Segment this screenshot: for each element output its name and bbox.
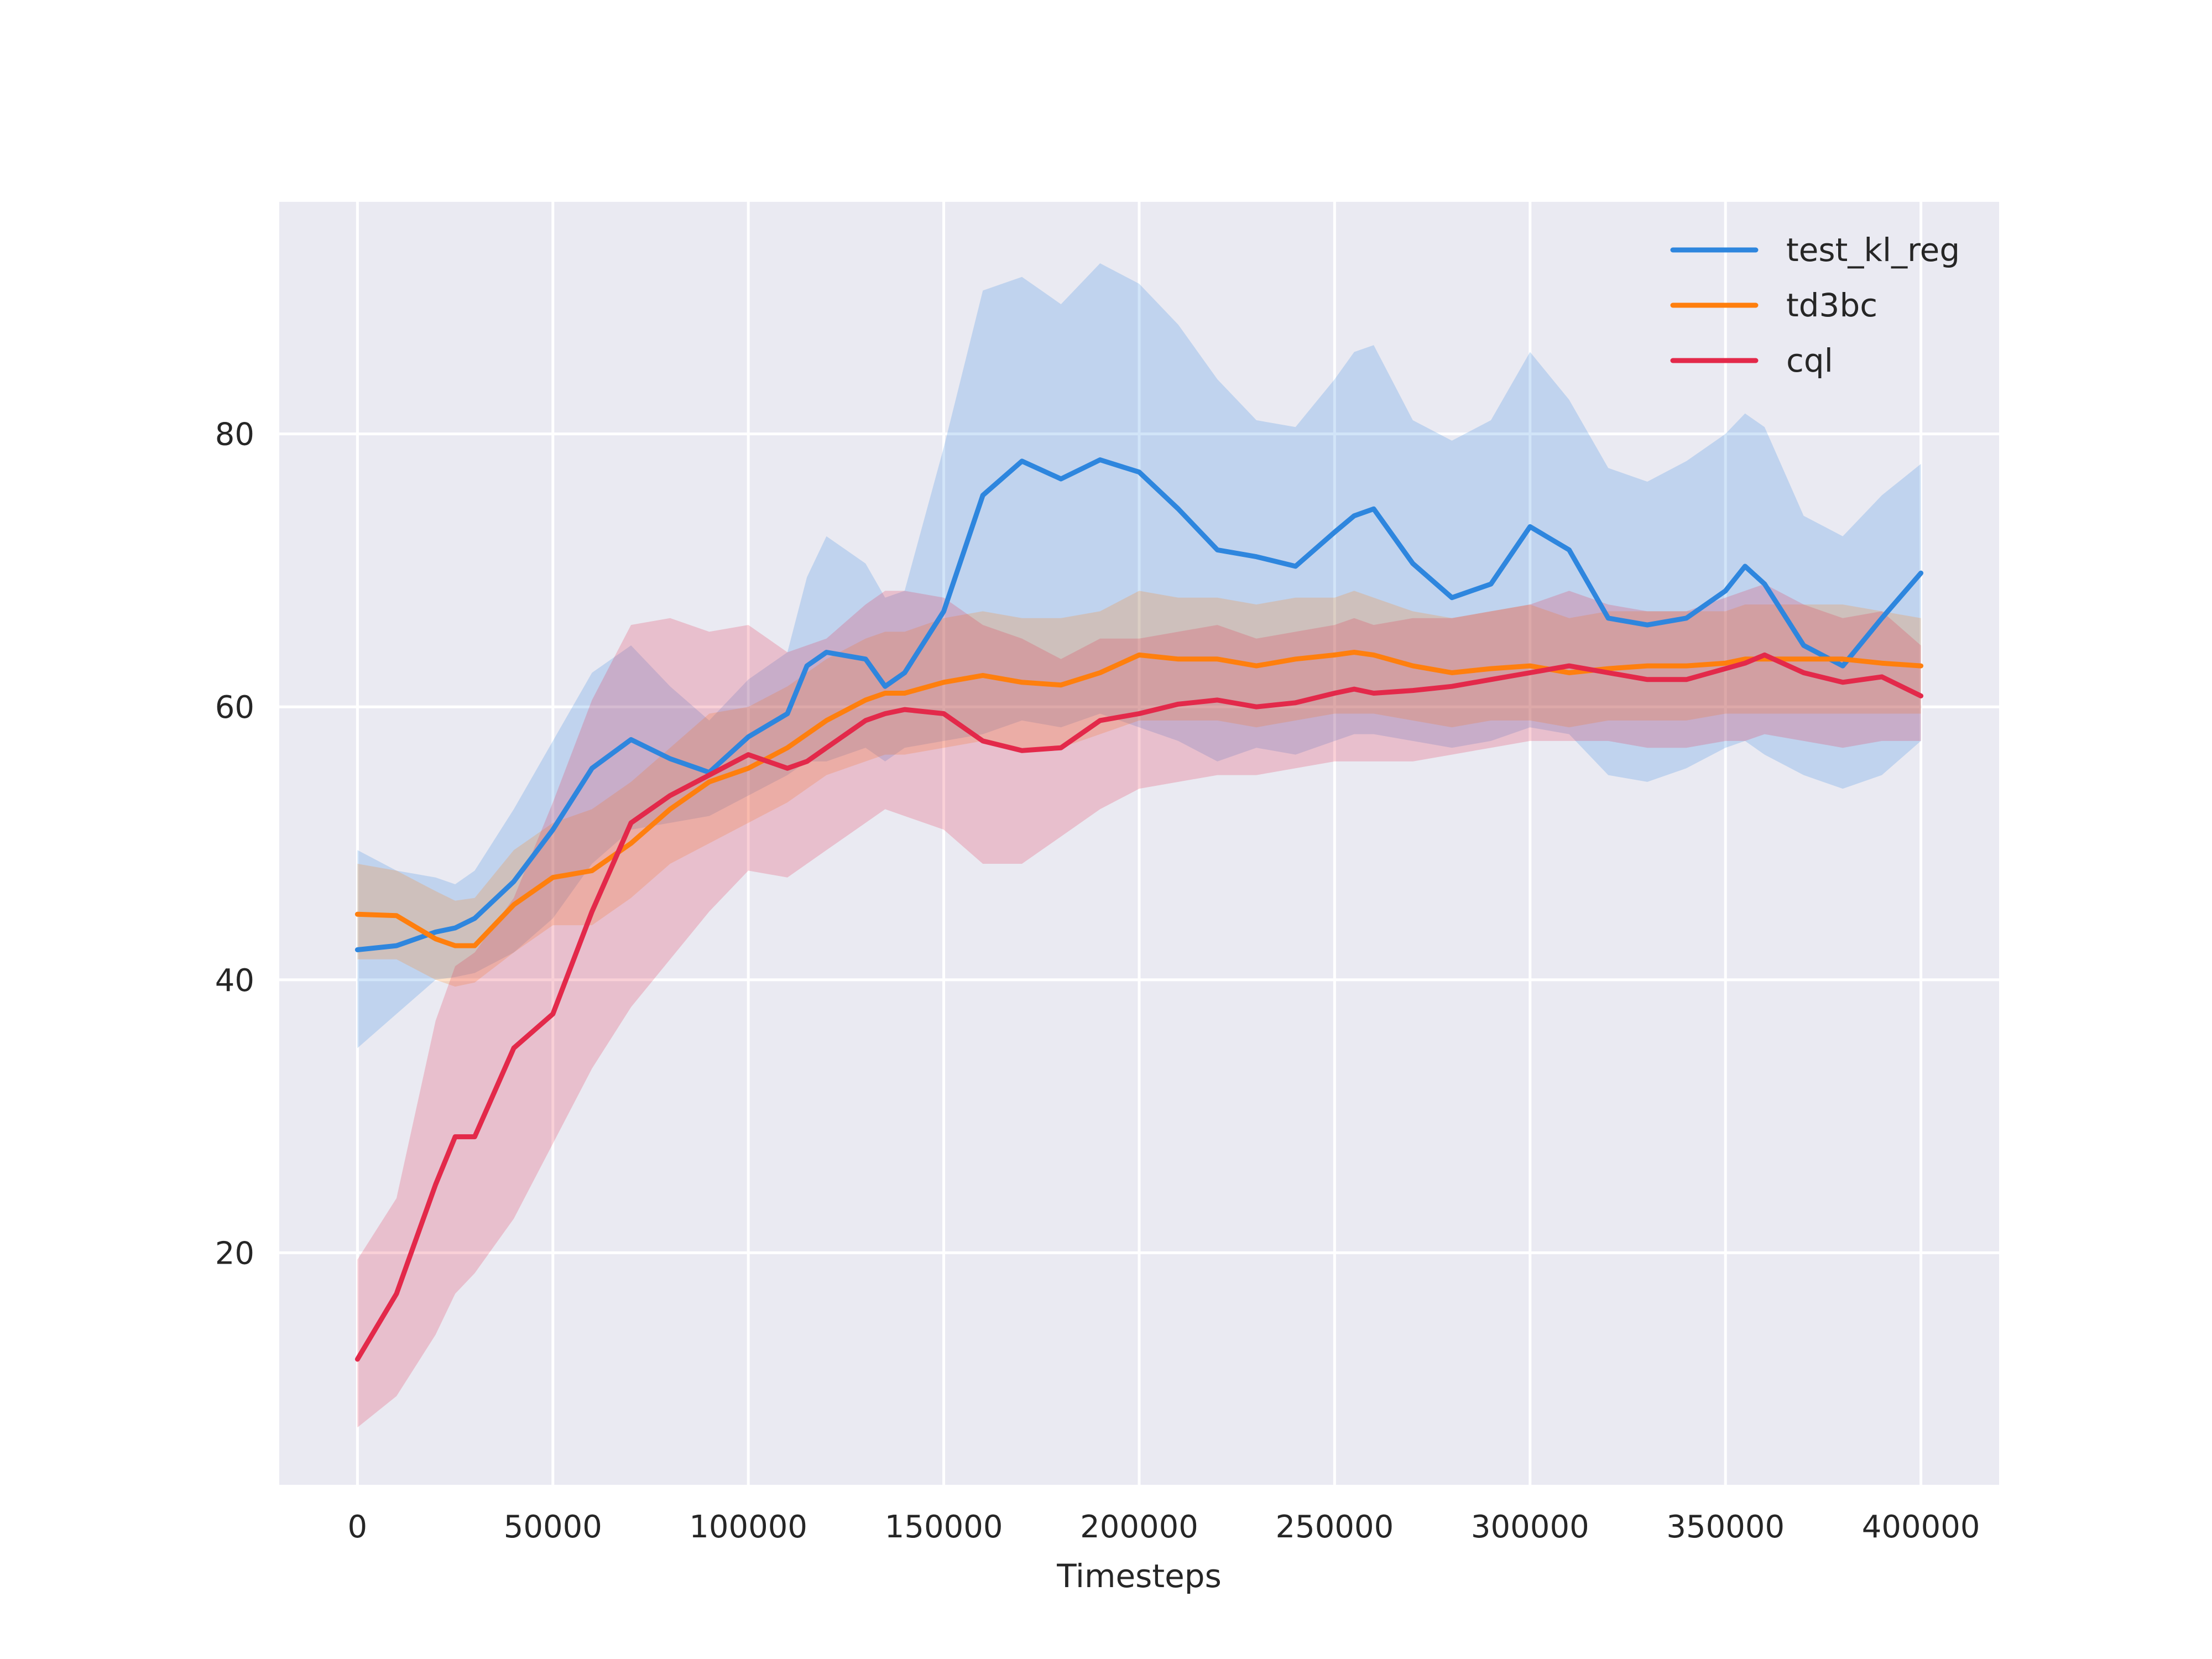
grid <box>279 202 1999 1485</box>
x-tick-label: 100000 <box>689 1509 807 1545</box>
y-tick-label: 40 <box>215 963 254 999</box>
x-tick-label: 0 <box>348 1509 368 1545</box>
td3bc-band <box>357 591 1921 987</box>
x-tick-label: 400000 <box>1862 1509 1980 1545</box>
cql-band <box>357 584 1921 1428</box>
x-tick-label: 250000 <box>1276 1509 1394 1545</box>
cql-line <box>354 652 1924 1362</box>
x-tick-label: 150000 <box>885 1509 1003 1545</box>
x-tick-label: 50000 <box>504 1509 602 1545</box>
legend: test_kl_reg td3bc cql <box>1670 231 1960 379</box>
legend-label-cql: cql <box>1786 342 1833 379</box>
x-axis-title: Timesteps <box>1056 1557 1222 1595</box>
td3bc-line <box>354 650 1924 948</box>
test_kl_reg-line <box>354 457 1924 952</box>
x-tick-label: 200000 <box>1080 1509 1198 1545</box>
series-lines <box>354 457 1924 1362</box>
y-tick-label: 80 <box>215 417 254 453</box>
x-tick-label: 350000 <box>1666 1509 1785 1545</box>
legend-label-test_kl_reg: test_kl_reg <box>1786 231 1960 269</box>
x-tick-label: 300000 <box>1471 1509 1589 1545</box>
tick-labels: 0 50000 100000 150000 200000 250000 300000 3500… <box>215 417 1980 1545</box>
y-tick-label: 60 <box>215 690 254 726</box>
legend-label-td3bc: td3bc <box>1786 286 1877 324</box>
y-tick-label: 20 <box>215 1235 254 1271</box>
